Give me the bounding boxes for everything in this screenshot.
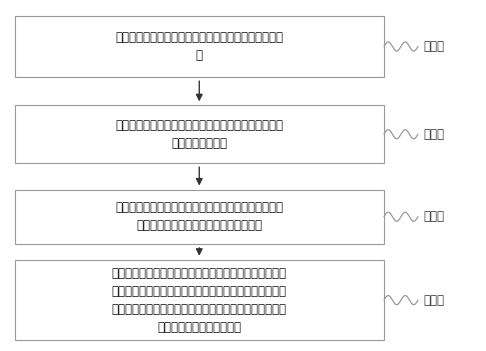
Text: 步骤一: 步骤一 <box>424 40 445 53</box>
Text: 在连铸扇形段框架靠近空间孔的侧面固定至少一个工艺
块: 在连铸扇形段框架靠近空间孔的侧面固定至少一个工艺 块 <box>115 31 283 62</box>
Bar <box>15 260 384 340</box>
Bar <box>15 105 384 163</box>
Text: 先将连铸扇形段框架从竖立状态调整到水平状态并放置
于工作台，再加工基准孔和工艺基准面，: 先将连铸扇形段框架从竖立状态调整到水平状态并放置 于工作台，再加工基准孔和工艺基… <box>115 201 283 232</box>
Bar <box>15 190 384 244</box>
Text: 先将连铸扇形段框架竖立于工作台，再铣出侧加工基准
面和上加工基准面: 先将连铸扇形段框架竖立于工作台，再铣出侧加工基准 面和上加工基准面 <box>115 119 283 150</box>
Text: 步骤三: 步骤三 <box>424 210 445 223</box>
Text: 步骤四: 步骤四 <box>424 293 445 307</box>
Text: 首先将连铸扇形段框架从水平状态调整到以工艺基准面为
水平基准面放置于工作台，然后通过第二组尺寸确定空间
孔的位置，接着在空间孔的位置加工空间孔，最后通过第
三组: 首先将连铸扇形段框架从水平状态调整到以工艺基准面为 水平基准面放置于工作台，然后… <box>112 267 287 333</box>
Bar <box>15 16 384 77</box>
Text: 步骤二: 步骤二 <box>424 128 445 141</box>
